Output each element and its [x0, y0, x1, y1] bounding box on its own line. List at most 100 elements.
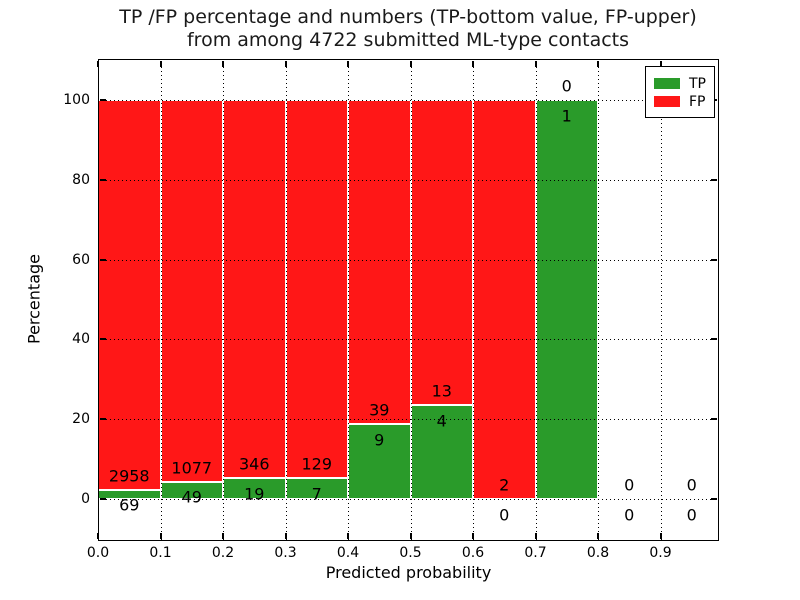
x-tick-top	[597, 61, 599, 67]
x-gridline	[223, 59, 224, 541]
fp-count-label: 1077	[171, 458, 213, 478]
bar-tp-segment	[535, 100, 598, 499]
x-gridline	[473, 59, 474, 541]
x-tick-label: 0.7	[524, 545, 547, 561]
x-gridline	[660, 59, 662, 541]
x-gridline	[410, 59, 412, 541]
legend-label-tp: TP	[689, 75, 706, 92]
x-tick-bottom	[534, 533, 537, 539]
tp-count-label: 9	[374, 430, 385, 450]
x-tick-bottom	[409, 533, 412, 539]
fp-count-label: 0	[561, 76, 572, 96]
y-gridline	[98, 339, 719, 341]
tp-count-label: 19	[244, 484, 265, 504]
bar-fp-segment	[98, 100, 161, 490]
y-tick-label: 0	[81, 491, 90, 507]
tp-count-label: 4	[436, 411, 447, 431]
y-tick-left	[100, 99, 106, 101]
x-tick-top	[222, 61, 224, 67]
tp-count-label: 49	[181, 487, 202, 507]
x-tick-top	[97, 61, 99, 67]
x-tick-bottom	[347, 533, 349, 539]
y-gridline	[98, 499, 719, 500]
y-tick-right	[711, 338, 717, 341]
bar-tp-segment	[410, 405, 473, 499]
chart-title-line2: from among 4722 submitted ML-type contac…	[186, 29, 630, 51]
x-tick-top	[159, 61, 162, 67]
x-tick-bottom	[97, 533, 99, 539]
x-tick-label: 0.1	[149, 545, 172, 561]
x-tick-label: 0.0	[86, 545, 110, 561]
legend-item-tp: TP	[654, 75, 714, 92]
x-axis-label: Predicted probability	[325, 563, 492, 582]
fp-count-label: 13	[431, 381, 452, 401]
tp-count-label: 1	[561, 106, 572, 126]
y-gridline	[98, 259, 719, 261]
bar-fp-segment	[348, 100, 411, 425]
chart-title: TP /FP percentage and numbers (TP-bottom…	[8, 6, 800, 52]
x-tick-bottom	[284, 533, 287, 539]
fp-count-label: 2	[499, 475, 510, 495]
y-tick-left	[100, 178, 106, 181]
fp-count-label: 0	[686, 475, 697, 495]
tp-count-label: 0	[499, 505, 510, 525]
x-tick-top	[659, 61, 662, 67]
x-tick-bottom	[222, 533, 224, 539]
bar-fp-segment	[473, 100, 536, 499]
x-tick-label: 0.6	[461, 545, 485, 561]
x-tick-bottom	[472, 533, 474, 539]
x-tick-top	[347, 61, 349, 67]
bar-fp-segment	[410, 100, 473, 406]
tp-count-label: 7	[311, 484, 322, 504]
x-tick-label: 0.8	[586, 545, 610, 561]
y-gridline	[98, 419, 719, 421]
bar-fp-segment	[223, 100, 286, 479]
legend-swatch-tp-icon	[654, 78, 680, 89]
y-tick-right	[711, 178, 717, 181]
chart-title-line1: TP /FP percentage and numbers (TP-bottom…	[119, 6, 697, 28]
fp-count-label: 39	[369, 400, 390, 420]
tp-count-label: 69	[119, 495, 140, 515]
fp-count-label: 0	[624, 475, 635, 495]
legend-label-fp: FP	[689, 93, 706, 110]
fp-count-label: 2958	[108, 466, 150, 486]
bar-tp-segment	[348, 424, 411, 499]
legend-item-fp: FP	[654, 93, 714, 110]
x-tick-label: 0.5	[399, 545, 422, 561]
x-tick-label: 0.2	[211, 545, 235, 561]
y-tick-left	[100, 338, 106, 341]
x-tick-label: 0.3	[274, 545, 297, 561]
x-tick-bottom	[659, 533, 662, 539]
x-gridline	[535, 59, 537, 541]
y-tick-left	[100, 418, 106, 421]
x-tick-label: 0.9	[649, 545, 672, 561]
y-tick-label: 20	[72, 411, 90, 428]
x-tick-top	[472, 61, 474, 67]
y-gridline	[98, 179, 719, 181]
y-tick-right	[711, 498, 717, 500]
fp-count-label: 129	[301, 454, 333, 474]
x-tick-top	[284, 61, 287, 67]
y-tick-right	[711, 418, 717, 421]
x-tick-label: 0.4	[336, 545, 360, 561]
x-gridline	[598, 59, 599, 541]
legend: TP FP	[645, 66, 715, 118]
x-tick-top	[534, 61, 537, 67]
bar-fp-segment	[285, 100, 348, 479]
y-gridline	[98, 100, 719, 101]
y-tick-label: 80	[72, 171, 90, 188]
x-tick-top	[409, 61, 412, 67]
y-tick-left	[100, 498, 106, 500]
x-gridline	[348, 59, 349, 541]
y-tick-label: 40	[72, 331, 90, 348]
x-gridline	[285, 59, 287, 541]
x-tick-bottom	[159, 533, 162, 539]
legend-swatch-fp-icon	[654, 96, 680, 107]
y-tick-left	[100, 258, 106, 261]
tp-count-label: 0	[624, 505, 635, 525]
x-gridline	[160, 59, 162, 541]
tp-count-label: 0	[686, 505, 697, 525]
fp-count-label: 346	[238, 454, 270, 474]
x-tick-bottom	[597, 533, 599, 539]
